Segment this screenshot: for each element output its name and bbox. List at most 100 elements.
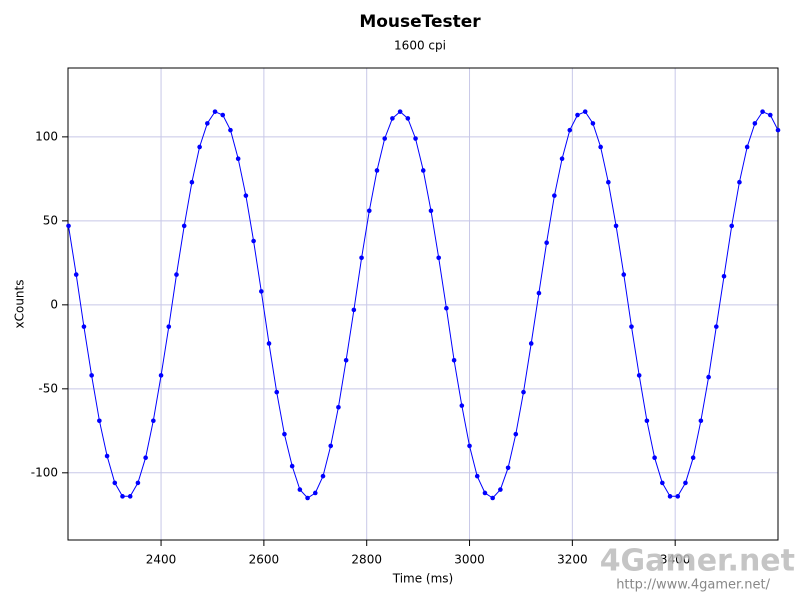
data-point bbox=[590, 121, 596, 126]
data-point bbox=[413, 136, 418, 141]
data-point bbox=[366, 208, 372, 214]
x-tick-label: 3400 bbox=[660, 553, 691, 567]
data-point bbox=[351, 307, 357, 313]
x-tick-label: 3200 bbox=[557, 553, 588, 567]
plot-frame bbox=[67, 67, 779, 541]
data-point bbox=[552, 193, 557, 198]
data-point bbox=[235, 156, 241, 162]
data-point bbox=[706, 374, 711, 380]
data-point bbox=[336, 405, 341, 410]
data-point bbox=[660, 480, 665, 486]
data-point bbox=[66, 223, 71, 229]
data-point bbox=[621, 272, 627, 277]
chart-title: MouseTester bbox=[359, 12, 481, 32]
data-point bbox=[428, 208, 434, 214]
data-point bbox=[521, 389, 526, 395]
y-tick-label: -50 bbox=[38, 381, 58, 395]
data-point bbox=[698, 418, 704, 424]
data-point bbox=[274, 389, 280, 395]
data-point bbox=[104, 453, 110, 459]
data-point bbox=[243, 193, 249, 198]
data-point bbox=[420, 168, 426, 173]
data-point bbox=[135, 480, 141, 486]
data-point bbox=[613, 223, 619, 229]
data-point bbox=[436, 255, 441, 261]
data-point bbox=[305, 495, 310, 501]
watermark: 4Gamer.net bbox=[600, 544, 795, 579]
y-tick-label: 100 bbox=[35, 129, 58, 143]
data-point bbox=[498, 487, 503, 492]
y-tick-label: 0 bbox=[50, 297, 58, 311]
data-point bbox=[451, 357, 457, 363]
data-point bbox=[397, 109, 403, 114]
x-tick-label: 2600 bbox=[249, 553, 280, 567]
data-point bbox=[266, 341, 272, 346]
data-point bbox=[683, 480, 688, 486]
y-tick-label: -100 bbox=[31, 465, 58, 479]
data-point bbox=[212, 109, 218, 114]
x-tick-label: 3000 bbox=[454, 553, 485, 567]
data-point bbox=[513, 431, 519, 437]
data-point bbox=[721, 273, 727, 279]
data-point bbox=[690, 455, 696, 460]
data-point bbox=[559, 156, 565, 162]
data-point bbox=[405, 116, 411, 121]
data-point bbox=[575, 112, 580, 118]
data-point bbox=[143, 455, 148, 460]
data-point bbox=[189, 179, 195, 185]
data-point bbox=[752, 121, 758, 126]
data-point bbox=[474, 473, 480, 479]
data-point bbox=[382, 136, 387, 141]
data-point bbox=[729, 223, 735, 229]
data-point bbox=[127, 494, 133, 499]
data-point bbox=[582, 109, 588, 114]
data-point bbox=[120, 494, 125, 499]
data-point bbox=[767, 112, 773, 118]
data-point bbox=[675, 494, 681, 499]
data-point bbox=[328, 443, 334, 449]
data-point bbox=[81, 324, 87, 329]
data-point bbox=[320, 473, 326, 479]
data-point bbox=[282, 431, 287, 437]
data-point bbox=[197, 144, 202, 150]
data-point bbox=[312, 490, 318, 496]
data-point bbox=[567, 127, 573, 133]
data-point bbox=[467, 443, 472, 449]
data-point bbox=[744, 144, 750, 150]
data-point bbox=[359, 255, 364, 261]
watermark-url: http://www.4gamer.net/ bbox=[616, 578, 770, 593]
data-point bbox=[775, 127, 781, 133]
data-point bbox=[714, 324, 719, 329]
data-point bbox=[652, 455, 657, 460]
x-tick-label: 2400 bbox=[146, 553, 177, 567]
data-point bbox=[505, 465, 511, 471]
data-point bbox=[390, 116, 395, 121]
chart-subtitle: 1600 cpi bbox=[394, 39, 446, 53]
data-point bbox=[259, 289, 264, 294]
data-point bbox=[112, 480, 118, 486]
data-point bbox=[636, 373, 642, 378]
data-point bbox=[343, 357, 349, 363]
data-point bbox=[251, 238, 256, 244]
x-tick-label: 2800 bbox=[351, 553, 382, 567]
data-point bbox=[158, 373, 164, 378]
data-point bbox=[606, 179, 611, 185]
data-point bbox=[544, 240, 549, 245]
x-axis-label: Time (ms) bbox=[392, 572, 454, 586]
data-point bbox=[97, 418, 102, 424]
data-point bbox=[151, 418, 156, 424]
data-point bbox=[667, 494, 673, 499]
data-point bbox=[73, 272, 79, 277]
data-point bbox=[205, 121, 210, 126]
data-point bbox=[444, 305, 449, 311]
y-axis-label: xCounts bbox=[13, 280, 27, 329]
data-point bbox=[490, 495, 495, 501]
data-point bbox=[297, 487, 303, 492]
data-point bbox=[374, 168, 380, 173]
data-point bbox=[760, 109, 765, 114]
data-point bbox=[598, 144, 603, 150]
data-point bbox=[220, 112, 226, 118]
